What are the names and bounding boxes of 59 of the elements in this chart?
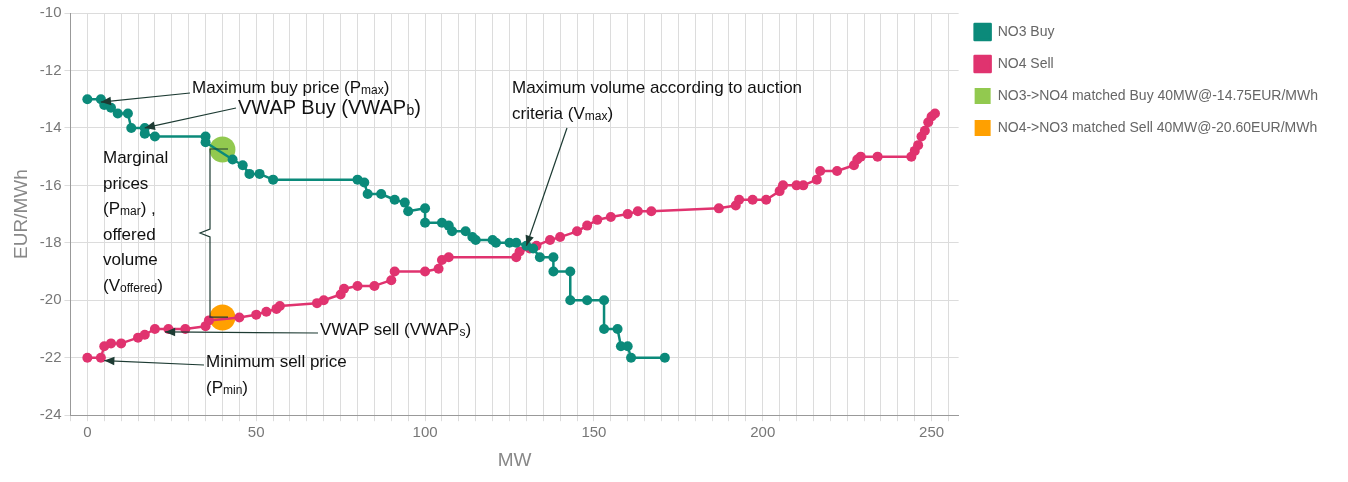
x-tick-label: 50	[247, 423, 265, 441]
annotation: Minimum sell price (Pmin)	[206, 352, 347, 397]
point	[460, 226, 471, 237]
point	[362, 188, 373, 199]
point	[582, 295, 593, 306]
annotation: VWAP sell (VWAPs)	[320, 320, 472, 340]
x-tick-label: 0	[83, 423, 92, 441]
point	[122, 108, 133, 119]
point	[548, 252, 559, 263]
y-axis-title: EUR/MWh	[9, 169, 31, 259]
legend-label: NO3->NO4 matched Buy 40MW@-14.75EUR/MWh	[997, 86, 1319, 103]
point	[599, 295, 610, 306]
annotation: VWAP Buy (VWAPb)	[238, 95, 421, 118]
y-tick-label: -22	[39, 347, 62, 365]
point	[227, 154, 238, 165]
text: Marginal prices (Pmar) , offered volume (Voffered)	[103, 148, 169, 295]
point	[659, 352, 670, 363]
point	[268, 174, 279, 185]
point	[244, 168, 255, 179]
y-tick-label: -14	[39, 118, 62, 136]
x-axis-title: MW	[497, 448, 532, 470]
y-tick-label: -12	[39, 60, 62, 78]
point	[420, 203, 431, 214]
point	[565, 295, 576, 306]
point	[126, 122, 137, 133]
y-tick-label: -20	[39, 290, 62, 308]
legend-label: NO4->NO3 matched Sell 40MW@-20.60EUR/MWh	[997, 118, 1318, 135]
point	[626, 352, 637, 363]
point	[420, 217, 431, 228]
point	[254, 168, 265, 179]
point	[237, 160, 248, 171]
legend-label: NO3 Buy	[997, 22, 1055, 39]
point	[149, 131, 160, 142]
point	[359, 177, 370, 188]
y-tick-label: -18	[39, 232, 62, 250]
point	[599, 324, 610, 335]
point	[447, 226, 458, 237]
point	[565, 266, 576, 277]
point	[612, 324, 623, 335]
point	[403, 206, 414, 217]
y-tick-label: -24	[39, 405, 62, 423]
x-tick-label: 250	[919, 423, 945, 441]
x-tick-label: 100	[412, 423, 438, 441]
y-tick-label: -10	[39, 3, 62, 21]
x-tick-label: 200	[750, 423, 776, 441]
legend-label: NO4 Sell	[997, 54, 1054, 71]
annotation: Maximum volume according to auction criteria (Vmax)	[512, 78, 803, 123]
point	[548, 266, 559, 277]
y-tick-label: -16	[39, 175, 62, 193]
point	[534, 252, 545, 263]
point	[511, 237, 522, 248]
point	[389, 194, 400, 205]
point	[106, 102, 116, 113]
x-tick-label: 150	[581, 423, 607, 441]
point	[376, 188, 387, 199]
point	[112, 108, 123, 119]
annotation: Maximum buy price (Pmax)	[192, 78, 390, 98]
point	[82, 94, 93, 105]
point	[399, 197, 410, 208]
